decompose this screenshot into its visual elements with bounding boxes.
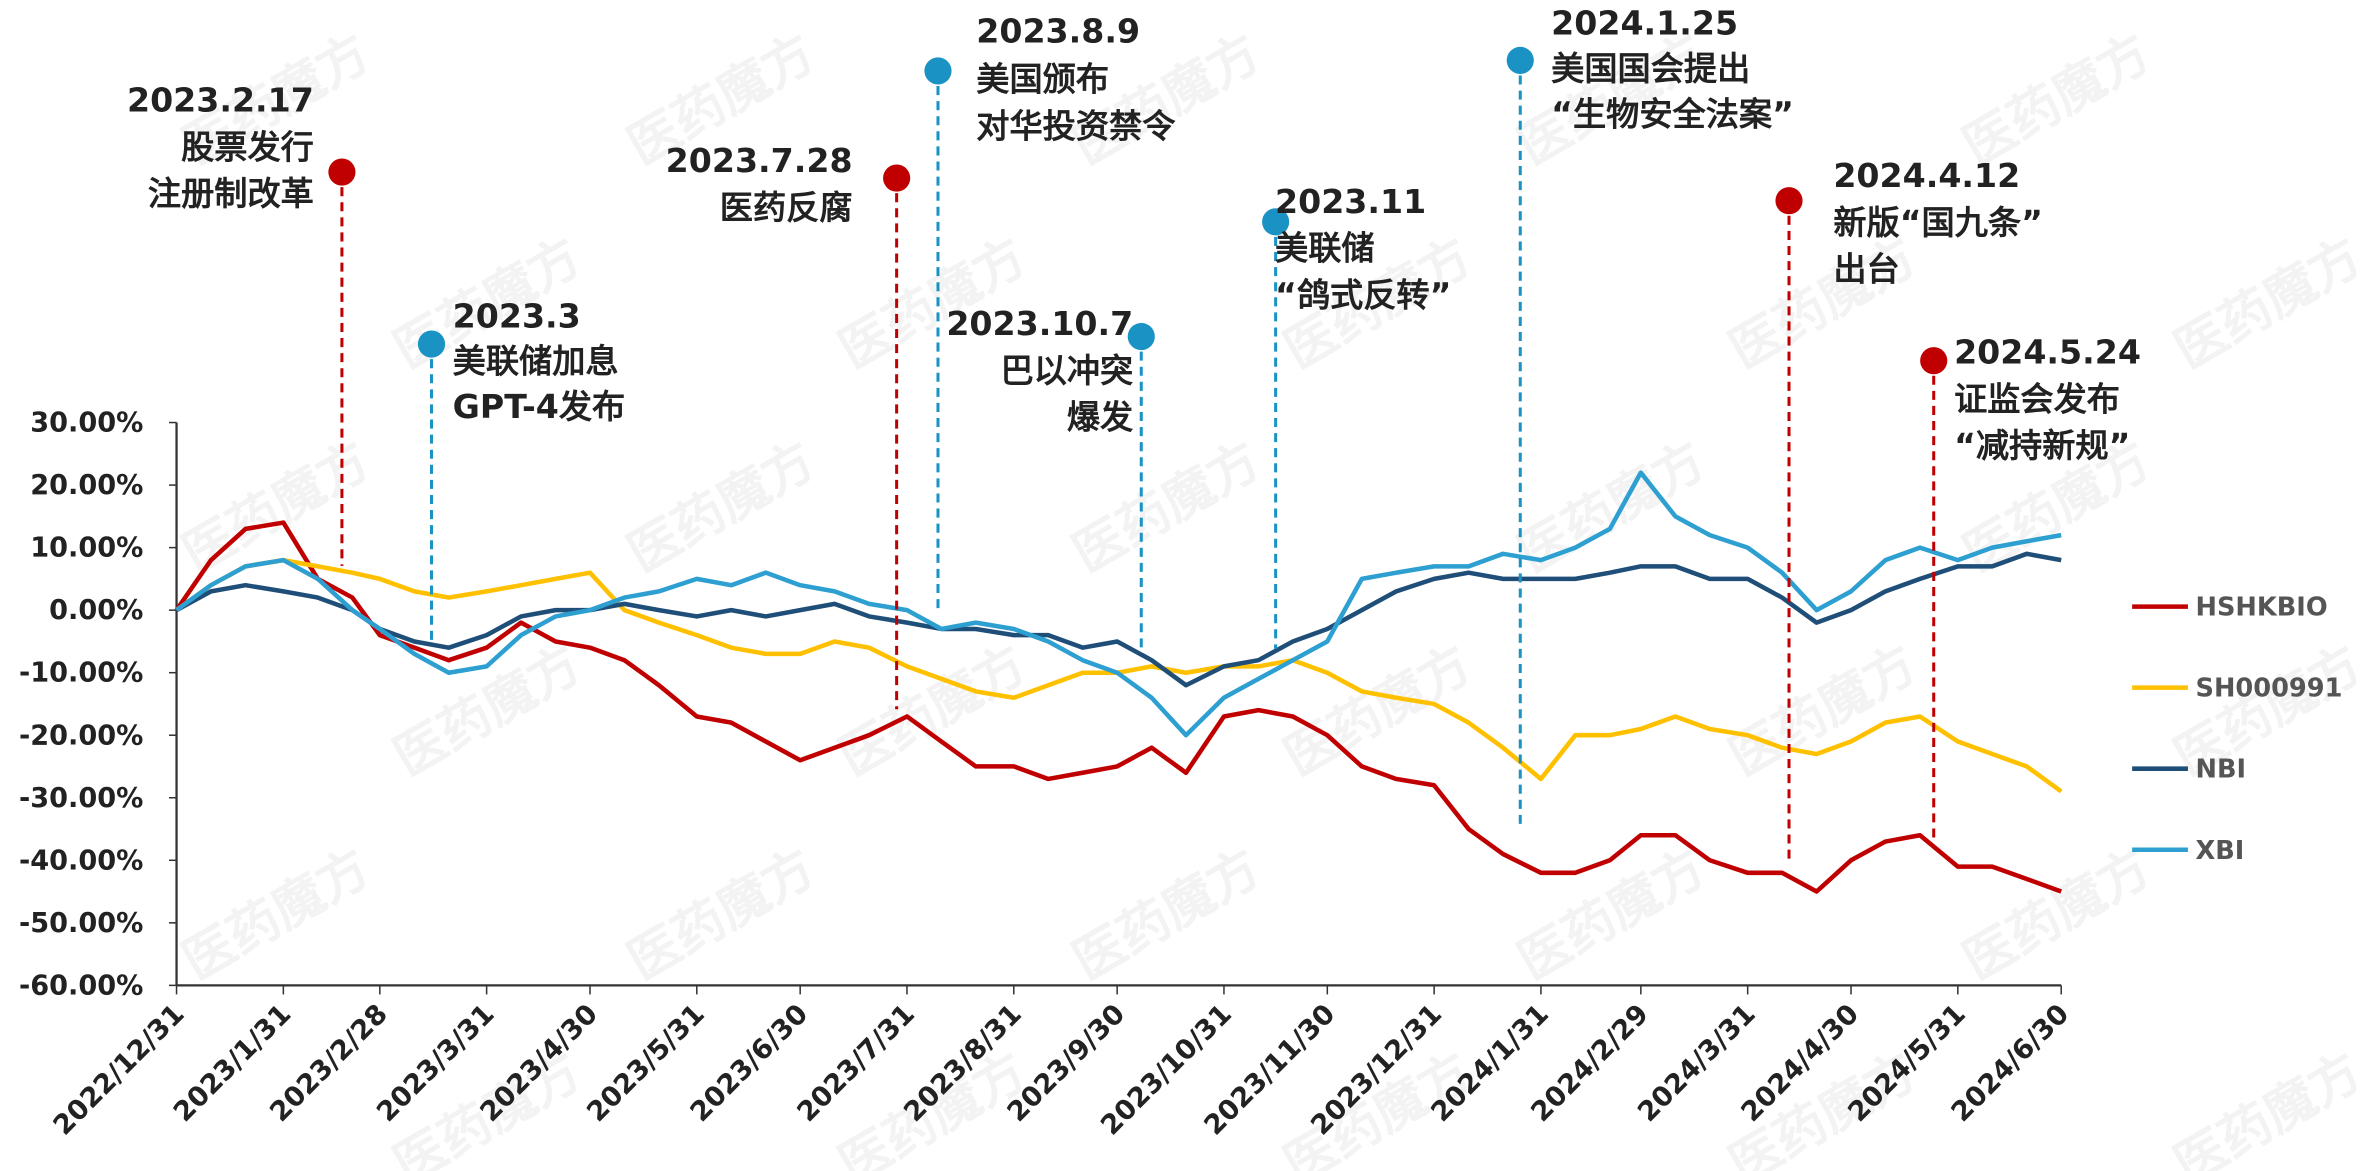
legend-label: XBI	[2195, 836, 2244, 866]
annotation-text: GPT-4发布	[453, 387, 626, 426]
annotation-date: 2023.8.9	[976, 11, 1140, 50]
annotation-date: 2023.3	[453, 296, 581, 335]
annotation-text: “减持新规”	[1954, 426, 2130, 465]
annotation-dot	[1775, 187, 1803, 215]
annotation-text: “鸽式反转”	[1275, 275, 1451, 314]
annotation-text: 巴以冲突	[1000, 351, 1133, 390]
annotation-text: 爆发	[1067, 398, 1134, 437]
annotation-date: 2023.2.17	[127, 81, 314, 120]
annotation-dot	[1920, 347, 1948, 375]
y-tick-label: 10.00%	[30, 533, 143, 564]
annotation-text: 注册制改革	[148, 174, 314, 213]
y-tick-label: -60.00%	[19, 970, 143, 1001]
annotation-date: 2024.5.24	[1954, 333, 2141, 372]
annotation-text: 医药反腐	[720, 188, 853, 227]
annotation-text: 股票发行	[181, 127, 314, 166]
watermark: 医药魔方	[618, 838, 826, 993]
y-tick-label: -50.00%	[19, 908, 143, 939]
watermark: 医药魔方	[173, 838, 381, 993]
legend-label: NBI	[2195, 755, 2246, 785]
watermark: 医药魔方	[1719, 634, 1927, 789]
annotation-date: 2024.4.12	[1833, 156, 2020, 195]
annotation-dot	[883, 164, 911, 192]
annotation-text: 美联储加息	[453, 342, 619, 381]
x-tick-label: 2022/12/31	[48, 999, 191, 1142]
annotation-text: 美联储	[1275, 229, 1375, 268]
watermark: 医药魔方	[384, 634, 592, 789]
y-tick-label: -30.00%	[19, 783, 143, 814]
annotation-text: 出台	[1833, 250, 1899, 289]
watermark: 医药魔方	[1063, 430, 1271, 585]
series-line	[175, 470, 2062, 738]
y-tick-label: 20.00%	[30, 470, 143, 501]
y-tick-label: -40.00%	[19, 845, 143, 876]
watermark: 医药魔方	[2164, 226, 2366, 381]
y-tick-label: 0.00%	[49, 595, 143, 626]
watermark: 医药魔方	[1953, 23, 2161, 178]
y-tick-label: -10.00%	[19, 658, 143, 689]
y-tick-label: 30.00%	[30, 408, 143, 439]
legend-label: SH000991	[2195, 674, 2342, 704]
annotation-text: “生物安全法案”	[1551, 94, 1794, 133]
annotation-text: 新版“国九条”	[1833, 203, 2043, 242]
annotation-dot	[417, 330, 446, 358]
annotation-dot	[924, 57, 952, 85]
annotation-date: 2023.7.28	[666, 141, 853, 180]
watermark: 医药魔方	[1063, 838, 1271, 993]
watermark: 医药魔方	[618, 430, 826, 585]
annotation-date: 2024.1.25	[1551, 4, 1738, 43]
legend-label: HSHKBIO	[2195, 593, 2327, 623]
annotation-dot	[1127, 322, 1155, 351]
watermarks: 医药魔方医药魔方医药魔方医药魔方医药魔方医药魔方医药魔方医药魔方医药魔方医药魔方…	[173, 23, 2366, 1171]
annotation-text: 对华投资禁令	[976, 106, 1176, 145]
annotation-text: 证监会发布	[1954, 379, 2120, 418]
annotation-text: 美国国会提出	[1551, 49, 1750, 88]
annotation-dot	[328, 158, 356, 186]
series-line	[175, 551, 2062, 688]
series-line	[174, 520, 2062, 894]
annotation-dot	[1262, 208, 1290, 236]
annotation-date: 2023.10.7	[946, 304, 1133, 343]
annotation-text: 美国颁布	[976, 60, 1109, 99]
annotation-date: 2023.11	[1275, 182, 1426, 221]
y-tick-label: -20.00%	[19, 720, 143, 751]
annotation-dot	[1506, 46, 1534, 74]
watermark: 医药魔方	[2164, 1041, 2366, 1171]
watermark: 医药魔方	[1953, 838, 2161, 993]
